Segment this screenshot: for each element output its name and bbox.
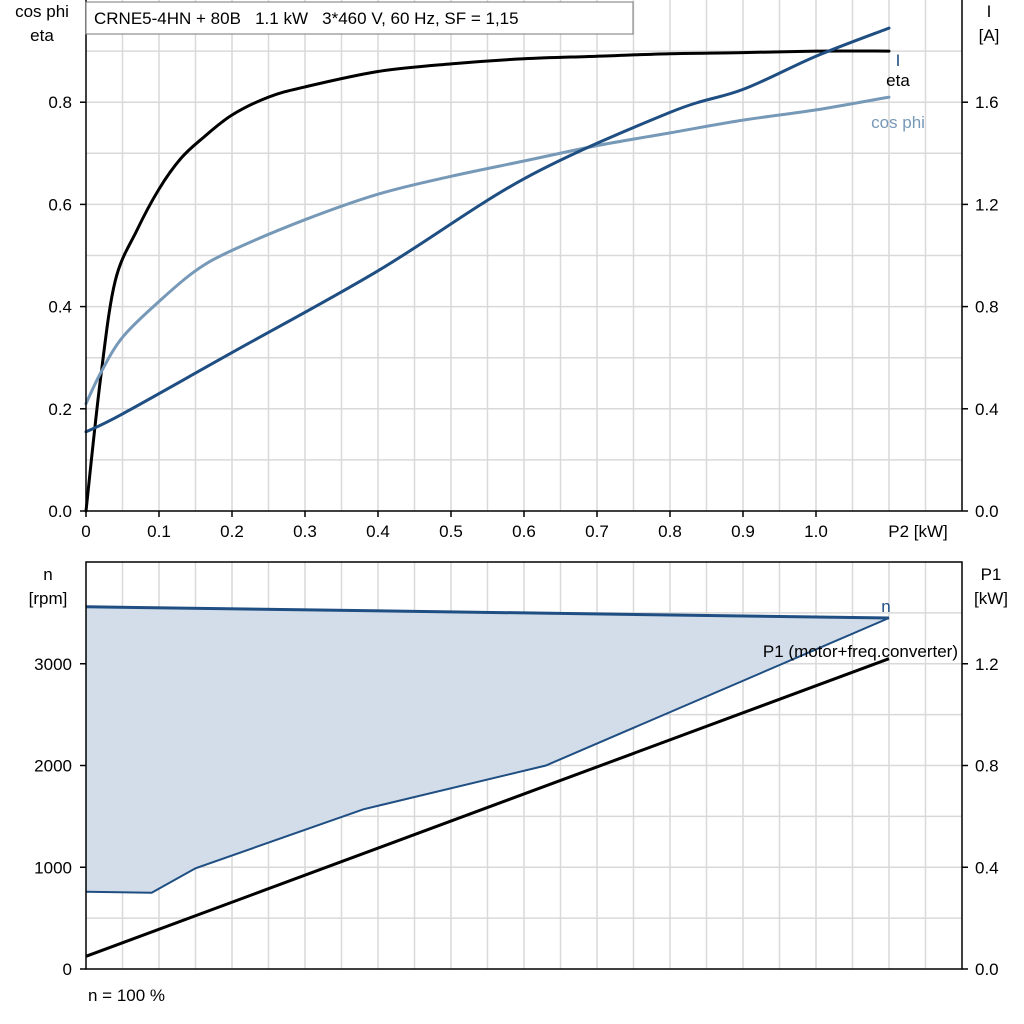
title-box (85, 1, 634, 35)
series-p1-line (85, 657, 890, 958)
y-right-tick-label: 0.4 (975, 400, 999, 419)
series-I-line (84, 26, 891, 434)
x-tick-label: 0 (81, 522, 90, 541)
x-tick-label: 0.7 (585, 522, 609, 541)
y-left-tick-label: 0.2 (48, 400, 72, 419)
x-tick-label: 0.1 (147, 522, 171, 541)
x-tick-label: 0.9 (731, 522, 755, 541)
x-tick-label: 0.4 (366, 522, 390, 541)
x-tick-label: 0.6 (512, 522, 536, 541)
y-right-tick-label: 0.8 (975, 298, 999, 317)
y-right-label-kw: [kW] (974, 589, 1008, 608)
x-axis-label: P2 [kW] (888, 522, 948, 541)
tick-labels: 0 0.1 0.2 0.3 0.4 0.5 0.6 0.7 0.8 0.9 1.0 0.0 0.2 0.4… (34, 93, 998, 979)
footnote: n = 100 % (88, 986, 165, 1005)
y-left-tick-label: 2000 (34, 757, 72, 776)
series-label-p1: P1 (motor+freq.converter) (763, 642, 958, 661)
series-eta-line (84, 49, 891, 513)
series-n-min-line (85, 617, 890, 894)
series-cos-phi-line (84, 95, 891, 406)
bottom-series (85, 605, 890, 958)
y-left-tick-label: 1000 (34, 858, 72, 877)
chart-title: CRNE5-4HN + 80B 1.1 kW 3*460 V, 60 Hz, S… (94, 9, 519, 28)
y-left-label-rpm: [rpm] (29, 589, 68, 608)
y-left-label-eta: eta (30, 26, 54, 45)
y-right-label-i: I (987, 2, 992, 21)
speed-range-fill (86, 606, 889, 893)
y-left-tick-label: 0 (63, 960, 72, 979)
series-label-cosphi: cos phi (871, 113, 925, 132)
y-left-tick-label: 0.4 (48, 298, 72, 317)
y-right-tick-label: 1.2 (975, 195, 999, 214)
x-tick-label: 0.2 (220, 522, 244, 541)
plot-frames (80, 0, 968, 970)
y-left-tick-label: 3000 (34, 655, 72, 674)
y-right-label-a: [A] (979, 26, 1000, 45)
series-n-line (85, 605, 890, 620)
x-tick-label: 0.5 (439, 522, 463, 541)
y-right-tick-label: 0.8 (975, 757, 999, 776)
y-left-tick-label: 0.8 (48, 93, 72, 112)
top-series (84, 26, 891, 513)
y-right-tick-label: 0.4 (975, 858, 999, 877)
x-tick-label: 0.8 (658, 522, 682, 541)
y-right-tick-label: 0.0 (975, 502, 999, 521)
y-left-tick-label: 0.0 (48, 502, 72, 521)
y-right-tick-label: 0.0 (975, 960, 999, 979)
series-label-eta: eta (886, 71, 910, 90)
y-left-label-n: n (43, 565, 52, 584)
x-tick-label: 1.0 (804, 522, 828, 541)
y-right-label-p1: P1 (981, 565, 1002, 584)
y-right-tick-label: 1.6 (975, 93, 999, 112)
y-left-label-cosphi: cos phi (15, 2, 69, 21)
y-left-tick-label: 0.6 (48, 195, 72, 214)
speed-range-area (86, 606, 889, 893)
top-grid (86, 0, 962, 511)
series-label-n: n (881, 597, 890, 616)
y-right-tick-label: 1.2 (975, 655, 999, 674)
x-tick-label: 0.3 (293, 522, 317, 541)
series-label-i: I (896, 51, 901, 70)
